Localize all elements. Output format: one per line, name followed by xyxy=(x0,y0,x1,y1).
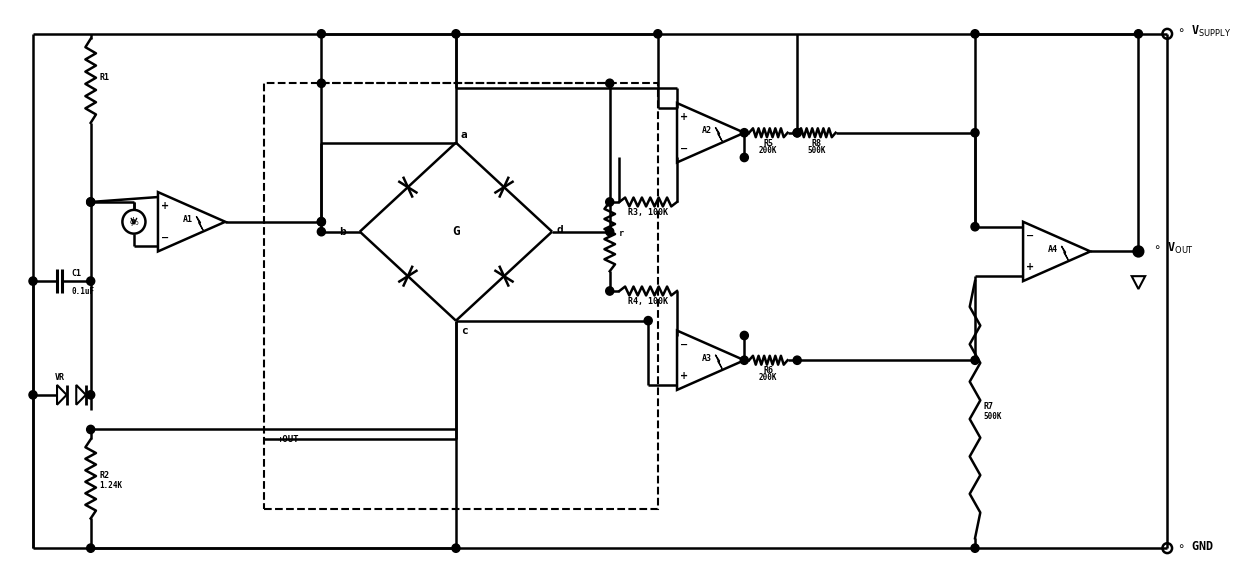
Text: R6: R6 xyxy=(763,366,773,375)
Text: c: c xyxy=(461,325,467,336)
Bar xyxy=(264,83,658,509)
Polygon shape xyxy=(196,217,203,230)
Text: R4, 100K: R4, 100K xyxy=(628,297,668,306)
Text: R7: R7 xyxy=(984,402,994,411)
Text: 500K: 500K xyxy=(984,412,1002,421)
Text: R3, 100K: R3, 100K xyxy=(628,208,668,217)
Circle shape xyxy=(740,331,748,340)
Circle shape xyxy=(1135,30,1142,38)
Text: $\circ$ GND: $\circ$ GND xyxy=(1177,540,1214,553)
Circle shape xyxy=(793,356,802,364)
Circle shape xyxy=(87,425,94,434)
Circle shape xyxy=(793,129,802,137)
Polygon shape xyxy=(715,355,722,368)
Circle shape xyxy=(317,218,326,226)
Text: +: + xyxy=(680,371,688,381)
Text: −: − xyxy=(1026,230,1033,240)
Text: d: d xyxy=(556,225,564,235)
Text: VR: VR xyxy=(55,372,66,382)
Text: R2: R2 xyxy=(99,471,109,481)
Text: b: b xyxy=(338,226,346,237)
Text: 200K: 200K xyxy=(760,373,778,382)
Circle shape xyxy=(87,277,94,285)
Text: +: + xyxy=(161,201,169,211)
Text: −: − xyxy=(161,233,169,243)
Text: −: − xyxy=(680,144,688,154)
Text: 1.24K: 1.24K xyxy=(99,481,123,491)
Text: $\circ$ V$_{\mathsf{OUT}}$: $\circ$ V$_{\mathsf{OUT}}$ xyxy=(1152,241,1194,256)
Text: +: + xyxy=(1026,262,1033,272)
Text: $\circ$ V$_{\mathsf{SUPPLY}}$: $\circ$ V$_{\mathsf{SUPPLY}}$ xyxy=(1177,24,1232,40)
Circle shape xyxy=(317,30,326,38)
Circle shape xyxy=(793,129,802,137)
Circle shape xyxy=(606,79,613,87)
Circle shape xyxy=(317,218,326,226)
Circle shape xyxy=(452,544,460,552)
Circle shape xyxy=(28,277,37,285)
Circle shape xyxy=(87,391,94,399)
Circle shape xyxy=(87,198,94,206)
Circle shape xyxy=(87,198,94,206)
Circle shape xyxy=(740,356,748,364)
Text: 200K: 200K xyxy=(760,146,778,155)
Circle shape xyxy=(606,287,613,295)
Text: A2: A2 xyxy=(703,126,712,135)
Circle shape xyxy=(644,317,652,325)
Text: 500K: 500K xyxy=(807,146,825,155)
Text: A3: A3 xyxy=(703,354,712,363)
Text: R5: R5 xyxy=(763,139,773,148)
Circle shape xyxy=(971,129,979,137)
Circle shape xyxy=(452,30,460,38)
Circle shape xyxy=(971,222,979,231)
Circle shape xyxy=(971,544,979,552)
Circle shape xyxy=(740,153,748,162)
Circle shape xyxy=(740,129,748,137)
Circle shape xyxy=(28,391,37,399)
Text: −: − xyxy=(680,339,688,349)
Text: A4: A4 xyxy=(1048,245,1058,254)
Polygon shape xyxy=(1062,246,1068,260)
Text: R8: R8 xyxy=(812,139,821,148)
Text: R1: R1 xyxy=(99,73,109,83)
Text: r: r xyxy=(618,229,623,238)
Circle shape xyxy=(87,544,94,552)
Polygon shape xyxy=(715,127,722,141)
Circle shape xyxy=(606,228,613,236)
Circle shape xyxy=(317,79,326,87)
Text: $\phi_0$: $\phi_0$ xyxy=(129,215,140,228)
Circle shape xyxy=(654,30,662,38)
Circle shape xyxy=(317,228,326,236)
Text: G: G xyxy=(452,225,460,238)
Circle shape xyxy=(971,356,979,364)
Text: +OUT: +OUT xyxy=(278,435,300,444)
Text: C1: C1 xyxy=(72,269,82,278)
Text: a: a xyxy=(461,130,467,140)
Circle shape xyxy=(971,30,979,38)
Text: +: + xyxy=(680,112,688,122)
Circle shape xyxy=(606,198,613,206)
Text: 0.1uF: 0.1uF xyxy=(72,287,94,296)
Text: A1: A1 xyxy=(183,215,193,224)
Circle shape xyxy=(1135,247,1142,255)
